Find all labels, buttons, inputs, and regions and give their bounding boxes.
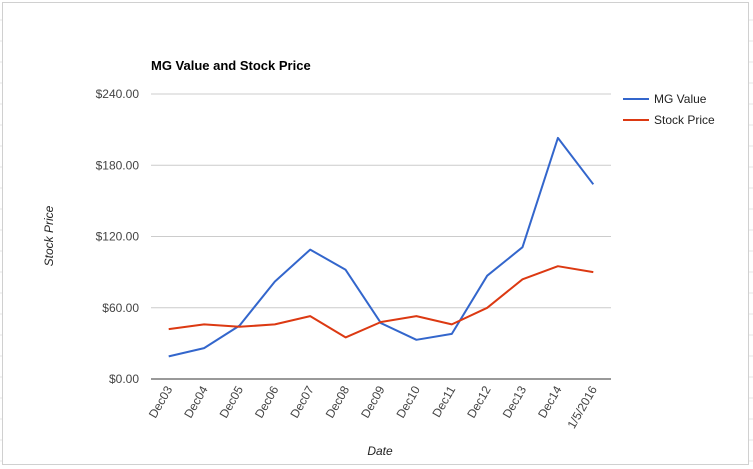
y-tick-label: $120.00 [96, 230, 140, 244]
x-tick-label: Dec06 [252, 383, 282, 420]
x-tick-label: Dec10 [394, 383, 424, 420]
x-tick-label: Dec12 [464, 383, 494, 420]
x-axis-ticks: Dec03 Dec04 Dec05 Dec06 Dec07 Dec08 Dec09 Dec10… [146, 383, 600, 431]
x-tick-label: Dec04 [181, 383, 211, 420]
chart-title: MG Value and Stock Price [151, 58, 311, 73]
x-tick-label: Dec03 [146, 383, 176, 420]
y-tick-label: $240.00 [96, 87, 140, 101]
series-lines [168, 136, 595, 358]
x-tick-label: Dec09 [358, 383, 388, 420]
legend-label: MG Value [654, 92, 707, 106]
x-tick-label: Dec14 [535, 383, 565, 420]
x-tick-label: Dec07 [287, 383, 317, 420]
y-tick-label: $180.00 [96, 158, 140, 172]
gridlines [151, 93, 611, 309]
y-axis-title: Stock Price [42, 205, 56, 266]
series-line[interactable] [168, 265, 594, 339]
x-tick-label: Dec11 [429, 383, 458, 420]
x-tick-label: Dec08 [323, 383, 353, 420]
legend-label: Stock Price [654, 113, 715, 127]
x-tick-label: Dec13 [500, 383, 530, 420]
series-line[interactable] [168, 136, 595, 358]
y-tick-label: $0.00 [109, 372, 139, 386]
y-axis-ticks: $0.00 $60.00 $120.00 $180.00 $240.00 [96, 87, 140, 386]
x-tick-label: Dec05 [217, 383, 247, 420]
x-axis-title: Date [367, 444, 393, 458]
x-tick-label: 1/5/2016 [564, 383, 600, 431]
line-chart: MG Value and Stock Price $0.00 $60.00 $120… [42, 58, 715, 458]
y-tick-label: $60.00 [102, 301, 139, 315]
legend[interactable]: MG Value Stock Price [623, 92, 715, 127]
chart-frame[interactable]: MG Value and Stock Price $0.00 $60.00 $120… [2, 2, 749, 465]
